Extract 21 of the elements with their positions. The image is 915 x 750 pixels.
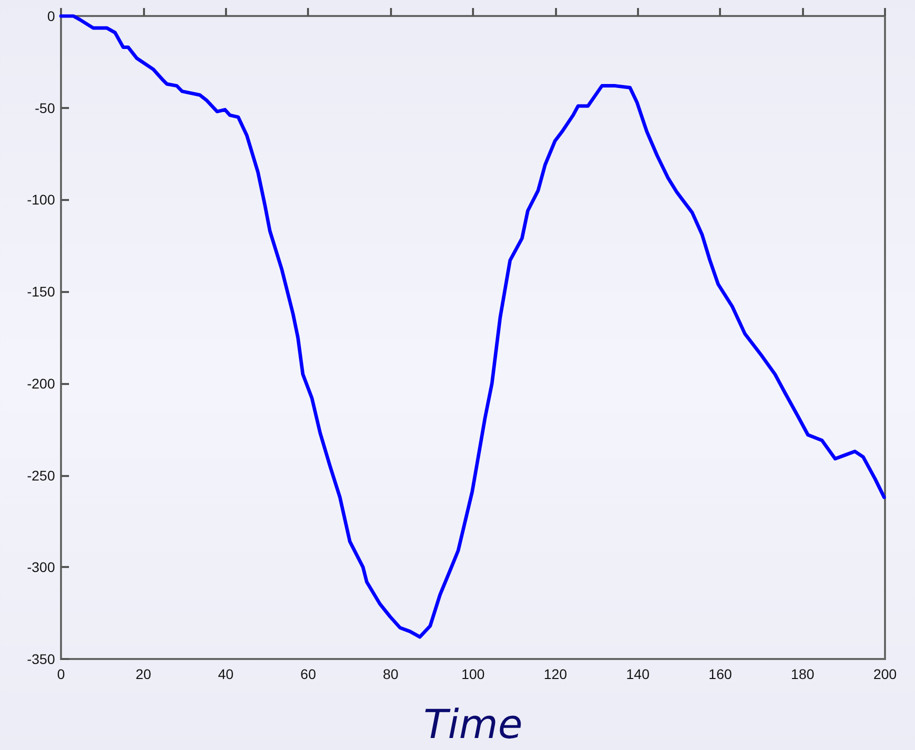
x-tick-label: 120 bbox=[544, 666, 568, 682]
x-tick-label: 0 bbox=[57, 666, 66, 682]
x-tick-label: 60 bbox=[300, 666, 316, 682]
x-tick-label: 40 bbox=[218, 666, 234, 682]
x-tick-label: 200 bbox=[873, 666, 897, 682]
y-tick-label: 0 bbox=[47, 8, 56, 24]
y-tick-label: -350 bbox=[26, 651, 56, 667]
y-tick-label: -250 bbox=[26, 467, 56, 484]
y-tick-label: -50 bbox=[34, 100, 56, 116]
x-tick-label: 100 bbox=[461, 666, 485, 682]
y-tick-label: -100 bbox=[26, 192, 56, 208]
x-tick-label: 80 bbox=[382, 666, 399, 682]
x-tick-label: 20 bbox=[136, 666, 152, 682]
line-series bbox=[59, 14, 886, 639]
x-tick-label: 160 bbox=[708, 666, 732, 682]
y-tick-label: -200 bbox=[26, 375, 56, 392]
y-tick-label: -300 bbox=[26, 559, 56, 576]
x-tick-label: 140 bbox=[626, 666, 650, 682]
x-tick-label: 180 bbox=[790, 666, 814, 682]
y-tick-label: -150 bbox=[26, 284, 56, 300]
x-axis-title: Time bbox=[423, 702, 523, 748]
